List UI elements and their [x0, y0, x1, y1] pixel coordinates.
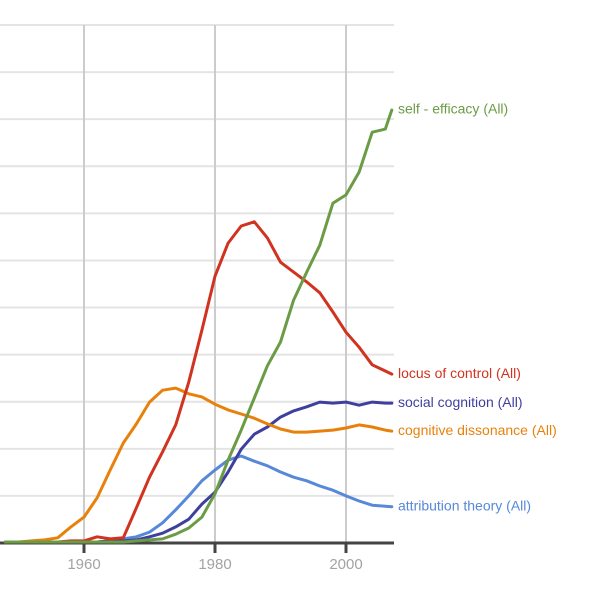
series-label-locus-of-control-all[interactable]: locus of control (All) — [398, 365, 521, 381]
series-line-attribution-theory-all[interactable] — [3, 454, 394, 544]
series-label-attribution-theory-all[interactable]: attribution theory (All) — [398, 497, 531, 513]
x-tick-label: 2000 — [329, 556, 362, 573]
series-line-cognitive-dissonance-all[interactable] — [3, 386, 394, 544]
series-line-locus-of-control-all[interactable] — [3, 220, 394, 544]
series-label-social-cognition-all[interactable]: social cognition (All) — [398, 394, 523, 410]
series-label-cognitive-dissonance-all[interactable]: cognitive dissonance (All) — [398, 422, 557, 438]
series-label-self-efficacy-all[interactable]: self - efficacy (All) — [398, 101, 508, 117]
x-tick-label: 1960 — [67, 556, 100, 573]
x-tick-label: 1980 — [198, 556, 231, 573]
series-line-self-efficacy-all[interactable] — [3, 108, 394, 544]
